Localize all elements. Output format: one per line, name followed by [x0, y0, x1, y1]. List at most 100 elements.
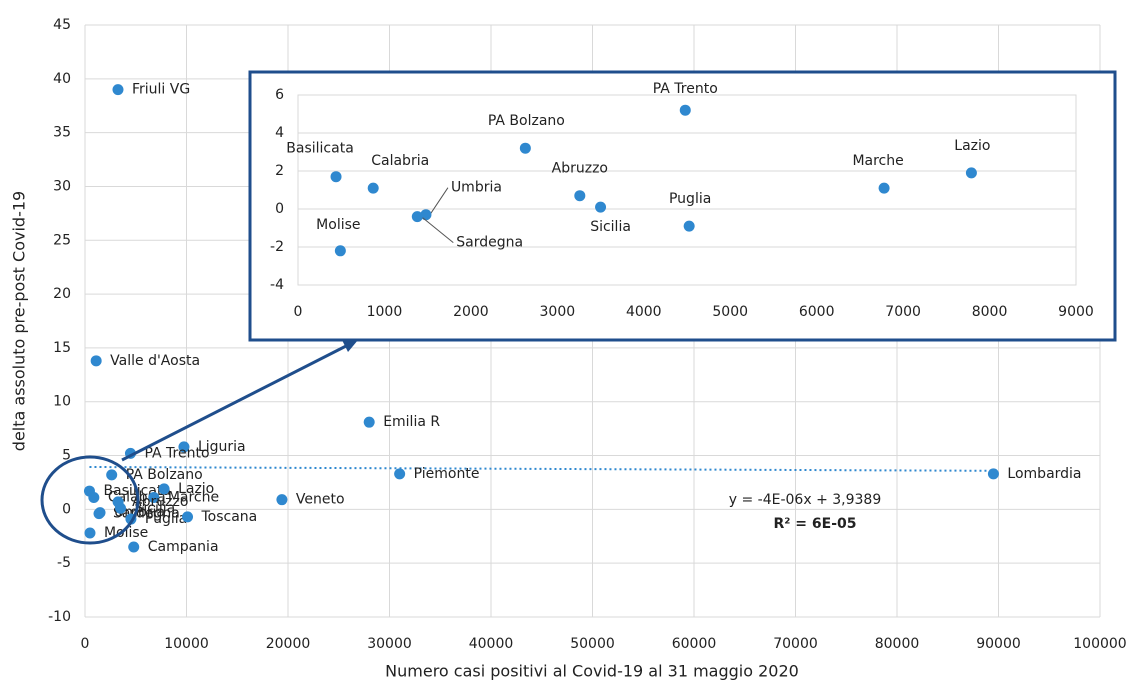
- x-tick-label: 60000: [672, 636, 717, 652]
- x-tick-label: 80000: [875, 636, 920, 652]
- x-tick-label: 4000: [626, 304, 662, 320]
- trendline: [89, 465, 994, 472]
- y-tick-label: 10: [53, 394, 71, 410]
- trend-equation: y = -4E-06x + 3,9389: [729, 492, 882, 508]
- point-label: Umbria: [451, 180, 502, 196]
- point-label: Lazio: [178, 481, 214, 497]
- point: [363, 416, 375, 428]
- x-tick-label: 6000: [799, 304, 835, 320]
- x-tick-label: 1000: [367, 304, 403, 320]
- point-label: Lazio: [954, 138, 990, 154]
- point: [112, 84, 124, 96]
- point: [84, 527, 96, 539]
- x-tick-label: 0: [81, 636, 90, 652]
- x-tick-label: 90000: [976, 636, 1021, 652]
- x-tick-label: 5000: [712, 304, 748, 320]
- y-tick-label: 4: [275, 125, 284, 141]
- point: [128, 541, 140, 553]
- point: [106, 469, 118, 481]
- point: [679, 104, 691, 116]
- y-tick-label: 15: [53, 340, 71, 356]
- y-tick-label: -10: [48, 609, 71, 625]
- x-tick-label: 2000: [453, 304, 489, 320]
- point: [574, 190, 586, 202]
- point-label: Puglia: [669, 191, 711, 207]
- point: [595, 201, 607, 213]
- y-tick-label: 30: [53, 178, 71, 194]
- point: [367, 182, 379, 194]
- point-label: PA Trento: [653, 81, 718, 97]
- trend-r2: R² = 6E-05: [774, 516, 857, 532]
- point-label: Marche: [168, 490, 219, 506]
- x-tick-label: 0: [294, 304, 303, 320]
- point-label: Liguria: [198, 439, 246, 455]
- x-tick-label: 40000: [469, 636, 514, 652]
- point-label: Lombardia: [1007, 466, 1081, 482]
- y-tick-label: -4: [270, 277, 284, 293]
- point-label: PA Bolzano: [126, 467, 203, 483]
- y-tick-label: -2: [270, 239, 284, 255]
- x-tick-label: 100000: [1073, 636, 1126, 652]
- point: [148, 492, 160, 504]
- point: [965, 167, 977, 179]
- arrow-head: [342, 340, 358, 352]
- point-label: Abruzzo: [132, 494, 188, 510]
- point-label: Valle d'Aosta: [110, 353, 200, 369]
- inset-plot: -4 -2 0 2 4 6 0 1000 2000 3000 4000 5000 6000 7000 800…: [270, 81, 1094, 320]
- x-tick-label: 3000: [540, 304, 576, 320]
- point: [394, 468, 406, 480]
- point-label: Basilicata: [286, 141, 354, 157]
- y-tick-label: 2: [275, 163, 284, 179]
- point: [334, 245, 346, 257]
- point: [987, 468, 999, 480]
- point-label: Piemonte: [414, 466, 480, 482]
- leader-line: [420, 216, 454, 243]
- point: [88, 492, 100, 504]
- point: [115, 502, 127, 514]
- y-tick-label: 5: [62, 448, 71, 464]
- leader-line: [429, 187, 449, 215]
- point-label: Sardegna: [456, 235, 523, 251]
- x-tick-label: 70000: [773, 636, 818, 652]
- point-label: Veneto: [296, 492, 345, 508]
- plot-border: [297, 94, 1077, 286]
- y-tick-label: -5: [57, 555, 71, 571]
- y-tick-label: 0: [62, 501, 71, 517]
- x-tick-label: 8000: [972, 304, 1008, 320]
- point-label: Calabria: [371, 153, 429, 169]
- y-tick-label: 45: [53, 17, 71, 33]
- point-label: Campania: [148, 539, 219, 555]
- x-tick-label: 20000: [266, 636, 311, 652]
- highlight-ellipse: [40, 455, 140, 545]
- point: [276, 494, 288, 506]
- point: [93, 508, 105, 520]
- x-tick-label: 10000: [164, 636, 209, 652]
- point-label: Molise: [316, 217, 360, 233]
- point: [330, 171, 342, 183]
- point: [878, 182, 890, 194]
- y-axis-title: delta assoluto pre-post Covid-19: [10, 191, 29, 451]
- point-label: Sicilia: [135, 500, 176, 516]
- y-tick-label: 0: [275, 201, 284, 217]
- x-tick-label: 7000: [885, 304, 921, 320]
- point: [683, 220, 695, 232]
- point-label: Toscana: [201, 509, 258, 525]
- y-tick-label: 25: [53, 232, 71, 248]
- x-tick-label: 50000: [570, 636, 615, 652]
- y-tick-label: 40: [53, 71, 71, 87]
- point: [519, 142, 531, 154]
- inset-frame: [248, 70, 1117, 342]
- point-label: Abruzzo: [552, 161, 608, 177]
- point: [178, 441, 190, 453]
- x-axis-title: Numero casi positivi al Covid-19 al 31 m…: [385, 662, 799, 681]
- point-label: Emilia R: [383, 414, 440, 430]
- point: [90, 355, 102, 367]
- point-label: PA Bolzano: [488, 113, 565, 129]
- point-label: PA Trento: [144, 445, 209, 461]
- zoom-arrow: [121, 342, 351, 462]
- point: [182, 511, 194, 523]
- point-label: Friuli VG: [132, 82, 190, 98]
- point-label: Puglia: [145, 511, 187, 527]
